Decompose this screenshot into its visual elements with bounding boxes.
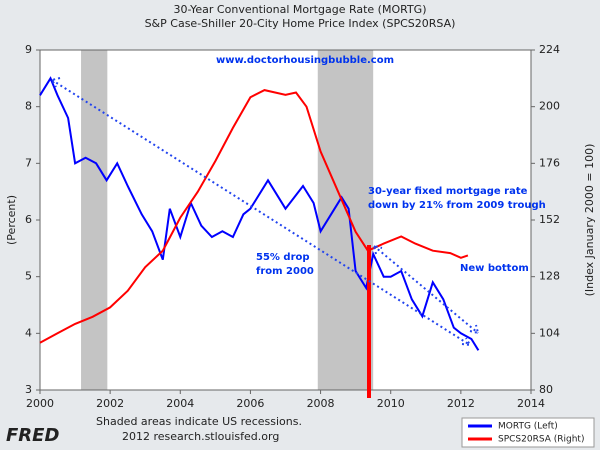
legend-label: MORTG (Left)	[498, 422, 558, 432]
annotation: from 2000	[256, 266, 314, 277]
x-tick-label: 2010	[377, 397, 405, 410]
x-tick-label: 2006	[236, 397, 264, 410]
y-tick-label: 3	[25, 383, 32, 396]
plot-area	[40, 50, 531, 390]
annotation: down by 21% from 2009 trough	[368, 200, 546, 211]
chart-subtitle: S&P Case-Shiller 20-City Home Price Inde…	[145, 17, 456, 30]
annotation: 30-year fixed mortgage rate	[368, 186, 528, 197]
series-line	[39, 89, 469, 344]
series-line	[39, 76, 480, 351]
y2-tick-label: 80	[539, 383, 553, 396]
y2-tick-label: 128	[539, 270, 560, 283]
y-tick-label: 4	[25, 326, 32, 339]
x-tick-label: 2000	[26, 397, 54, 410]
y-axis-label: (Percent)	[5, 195, 18, 245]
y2-tick-label: 152	[539, 213, 560, 226]
y2-axis-label: (Index January 2000 = 100)	[583, 144, 596, 297]
y-tick-label: 6	[25, 213, 32, 226]
y2-tick-label: 176	[539, 156, 560, 169]
legend	[461, 417, 595, 448]
recession-band	[317, 50, 374, 390]
y-tick-label: 9	[25, 43, 32, 56]
y2-tick-label: 200	[539, 100, 560, 113]
y2-tick-label: 224	[539, 43, 560, 56]
annotation: New bottom	[460, 263, 529, 274]
x-tick-label: 2014	[517, 397, 545, 410]
x-tick-label: 2004	[166, 397, 194, 410]
x-tick-label: 2008	[307, 397, 335, 410]
footer: Shaded areas indicate US recessions.	[96, 415, 302, 428]
chart-title: 30-Year Conventional Mortgage Rate (MORT…	[173, 3, 426, 16]
y2-tick-label: 104	[539, 326, 560, 339]
footer: 2012 research.stlouisfed.org	[122, 430, 279, 443]
legend-label: SPCS20RSA (Right)	[498, 435, 584, 445]
y-tick-label: 5	[25, 270, 32, 283]
x-tick-label: 2012	[447, 397, 475, 410]
annotation: 55% drop	[256, 252, 310, 263]
recession-band	[81, 50, 108, 390]
y-tick-label: 8	[25, 100, 32, 113]
logo: FRED	[6, 425, 59, 446]
x-tick-label: 2002	[96, 397, 124, 410]
y-tick-label: 7	[25, 156, 32, 169]
annotation: www.doctorhousingbubble.com	[216, 55, 394, 66]
